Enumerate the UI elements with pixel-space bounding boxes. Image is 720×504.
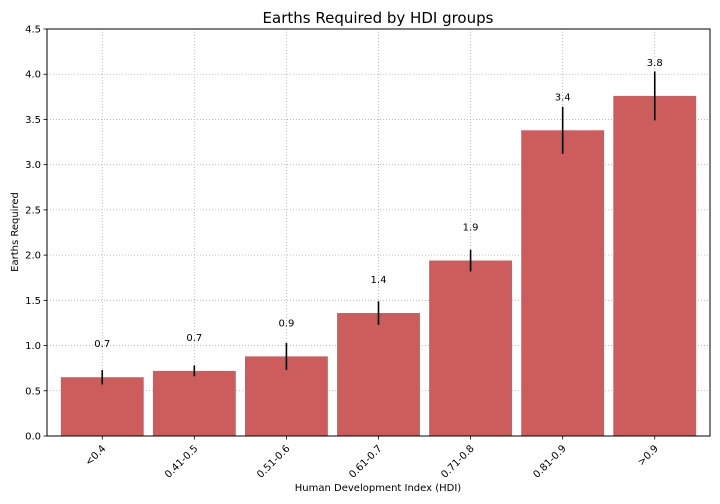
x-tick-label: 0.51-0.6 [255,443,292,480]
y-axis-label: Earths Required [10,192,21,272]
data-labels-layer: 0.7 0.7 0.9 1.4 1.9 3.4 3.8 [94,58,662,350]
x-tick-label: 0.41-0.5 [163,443,200,480]
y-tick-label: 0.5 [25,386,41,397]
x-axis-label: Human Development Index (HDI) [295,483,462,494]
y-tick-label: 4.5 [25,25,41,36]
x-tick-label: 0.61-0.7 [347,443,384,480]
chart-title: Earths Required by HDI groups [263,9,494,27]
bar [60,377,144,436]
y-tick-label: 0.0 [25,432,41,443]
data-label: 0.7 [94,339,110,350]
bar [429,260,513,436]
x-tick-label: 0.71-0.8 [439,443,476,480]
data-label: 1.9 [463,223,479,234]
y-tick-label: 3.0 [25,160,41,171]
y-tick-label: 2.5 [25,205,41,216]
bar [337,312,420,436]
error-bars-layer [101,71,656,385]
y-tick-label: 3.5 [25,115,41,126]
y-tick-label: 2.0 [25,251,41,262]
bar [521,130,605,436]
data-label: 3.8 [647,58,663,69]
x-tick-label: <0.4 [83,443,108,468]
data-label: 1.4 [371,275,387,286]
x-axis: <0.4 0.41-0.5 0.51-0.6 0.61-0.7 0.71-0.8 0.81… [83,436,661,481]
x-tick-label: 0.81-0.9 [531,443,568,480]
data-label: 3.4 [555,92,571,103]
bars-layer [60,95,697,436]
y-tick-label: 1.0 [25,341,41,352]
bar [152,370,236,436]
y-tick-label: 1.5 [25,296,41,307]
y-tick-label: 4.0 [25,70,41,81]
x-tick-label: >0.9 [636,443,661,468]
data-label: 0.9 [278,318,294,329]
data-label: 0.7 [186,333,202,344]
bar [613,95,697,436]
y-axis: 0.0 0.5 1.0 1.5 2.0 2.5 3.0 3.5 4.0 4.5 [25,25,47,443]
